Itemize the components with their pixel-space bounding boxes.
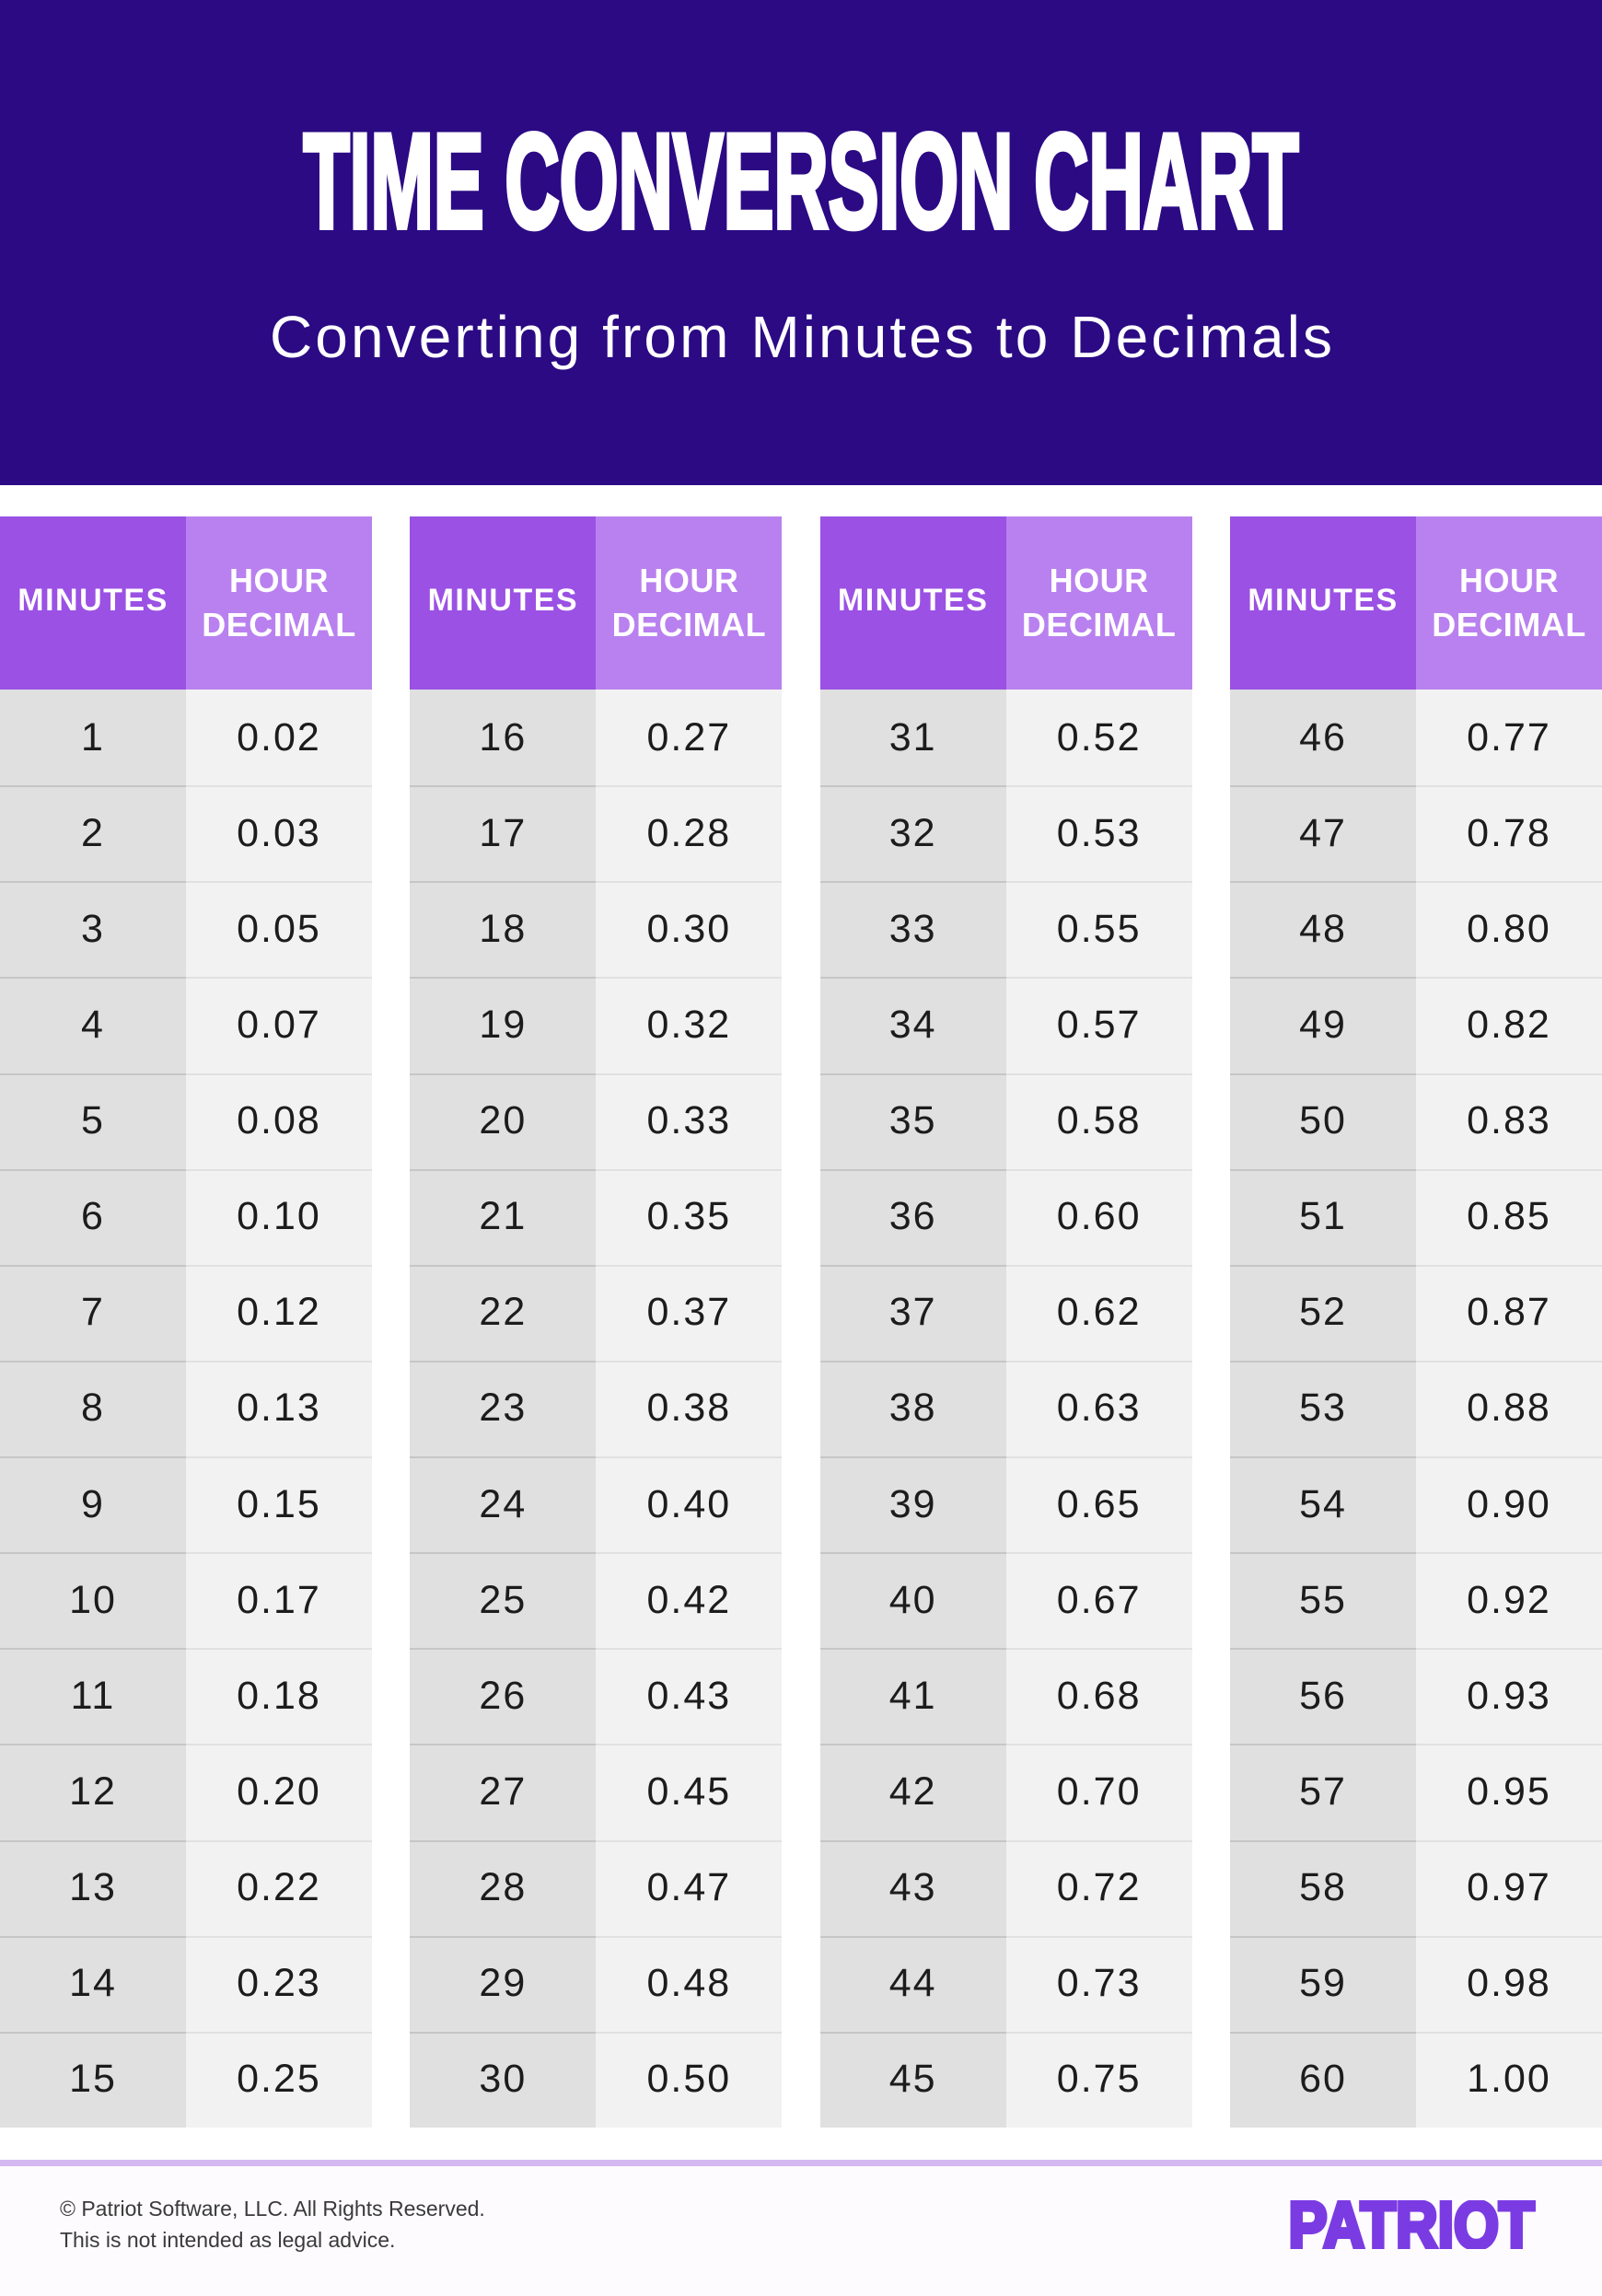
svg-text:TIME CONVERSION CHART: TIME CONVERSION CHART — [304, 106, 1299, 256]
svg-text:PATRIOT: PATRIOT — [1289, 2200, 1535, 2249]
svg-text:Converting from Minutes to Dec: Converting from Minutes to Decimals — [270, 304, 1332, 370]
